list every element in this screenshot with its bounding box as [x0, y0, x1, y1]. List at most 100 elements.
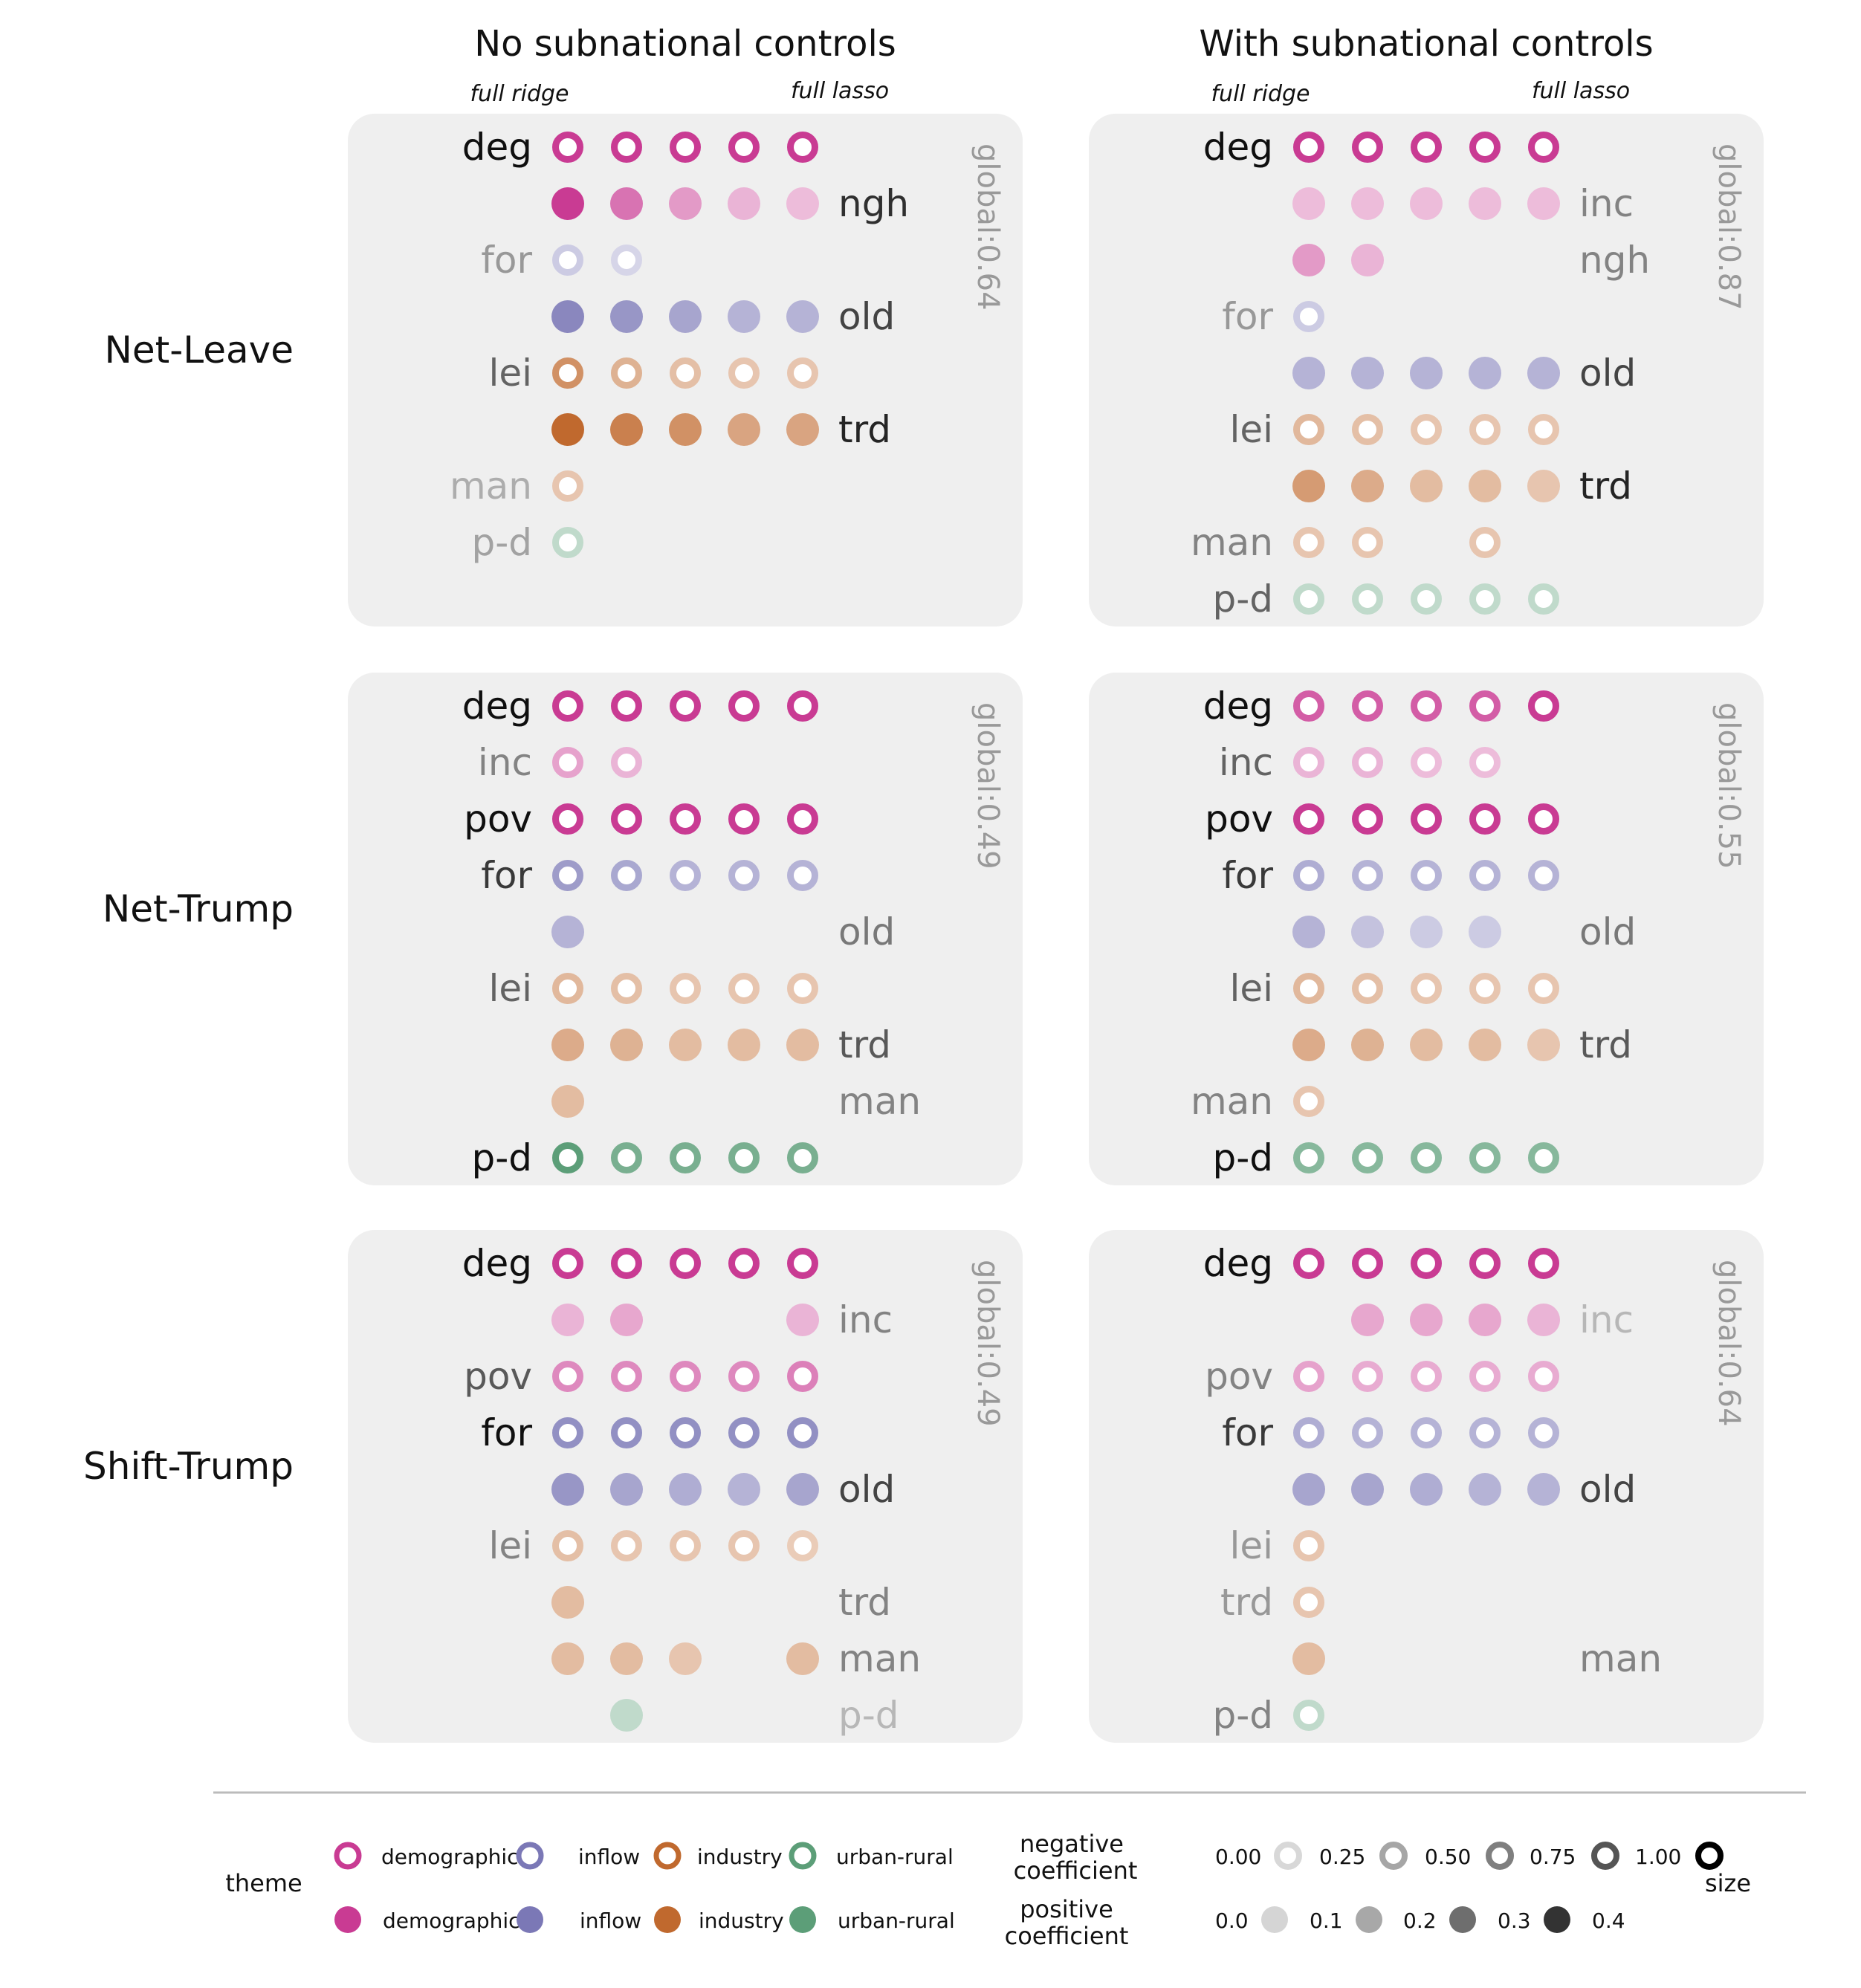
coefficient-ring	[1352, 1417, 1383, 1448]
legend-negative-tick: 0.50	[1425, 1845, 1471, 1869]
variable-label: deg	[1203, 126, 1273, 169]
coefficient-ring	[670, 1361, 701, 1392]
variable-label: man	[1191, 521, 1273, 564]
coefficient-ring	[670, 357, 701, 389]
coefficient-ring	[787, 690, 818, 722]
coefficient-dot	[551, 413, 584, 446]
coefficient-ring	[1469, 803, 1501, 835]
variable-label: for	[481, 239, 532, 282]
coefficient-ring	[611, 357, 642, 389]
coefficient-ring	[1411, 583, 1442, 615]
coefficient-dot	[669, 300, 702, 333]
variable-label: lei	[488, 352, 532, 395]
coefficient-ring	[1293, 860, 1324, 891]
coefficient-ring	[1293, 1700, 1324, 1731]
coefficient-ring	[728, 357, 760, 389]
coefficient-ring	[670, 803, 701, 835]
coefficient-dot	[1351, 1029, 1384, 1061]
coefficient-ring	[787, 1530, 818, 1561]
coefficient-dot	[728, 1473, 760, 1506]
coefficient-ring	[1528, 583, 1559, 615]
coefficient-ring	[1352, 803, 1383, 835]
coefficient-ring	[1528, 1361, 1559, 1392]
coefficient-dot	[1469, 916, 1501, 948]
legend-negative-tick: 0.75	[1530, 1845, 1576, 1869]
coefficient-ring	[1352, 1248, 1383, 1279]
variable-label: man	[1579, 1637, 1662, 1680]
coefficient-ring	[1469, 1361, 1501, 1392]
coefficient-ring	[670, 973, 701, 1004]
coefficient-dot	[1351, 244, 1384, 276]
coefficient-ring	[1411, 973, 1442, 1004]
coefficient-ring	[728, 1142, 760, 1173]
coefficient-ring	[611, 690, 642, 722]
variable-label: for	[1222, 1411, 1273, 1454]
row-title: Shift-Trump	[83, 1445, 294, 1488]
coefficient-ring	[1469, 1248, 1501, 1279]
coefficient-ring	[1352, 583, 1383, 615]
coefficient-dot	[1469, 357, 1501, 389]
coefficient-dot	[786, 1642, 819, 1675]
coefficient-ring	[552, 1248, 583, 1279]
coefficient-dot	[1469, 1304, 1501, 1336]
legend-negative-tick: 0.25	[1319, 1845, 1365, 1869]
coefficient-ring	[1469, 414, 1501, 445]
coefficient-ring	[1293, 414, 1324, 445]
variable-label: man	[838, 1080, 921, 1123]
coefficient-dot	[1292, 187, 1325, 220]
row-title: Net-Leave	[104, 328, 294, 372]
variable-label: inc	[478, 741, 532, 784]
coefficient-dot	[728, 1029, 760, 1061]
legend-positive-tick: 0.1	[1310, 1908, 1343, 1933]
coefficient-dot	[551, 187, 584, 220]
model-note-left: full ridge	[470, 81, 569, 107]
variable-label: old	[1579, 352, 1636, 395]
coefficient-ring	[787, 803, 818, 835]
coefficient-ring	[611, 803, 642, 835]
coefficient-dot	[551, 1473, 584, 1506]
coefficient-ring	[552, 470, 583, 502]
coefficient-dot	[1292, 916, 1325, 948]
variable-label: ngh	[838, 182, 909, 225]
coefficient-dot	[610, 1642, 643, 1675]
legend-dot-label: urban-rural	[838, 1908, 955, 1933]
coefficient-ring	[1352, 132, 1383, 163]
legend-positive-label: coefficient	[1005, 1922, 1129, 1950]
coefficient-ring	[1411, 860, 1442, 891]
column-title: With subnational controls	[1199, 23, 1653, 65]
coefficient-dot	[1292, 1473, 1325, 1506]
variable-label: for	[481, 854, 532, 897]
legend-negative-label: coefficient	[1014, 1856, 1138, 1885]
coefficient-dot	[728, 413, 760, 446]
model-note-right: full lasso	[1532, 78, 1630, 104]
coefficient-ring	[670, 1417, 701, 1448]
coefficient-dot	[1527, 187, 1560, 220]
variable-label: deg	[462, 126, 532, 169]
coefficient-ring	[1469, 583, 1501, 615]
variable-label: trd	[838, 1581, 891, 1624]
coefficient-dot	[610, 413, 643, 446]
coefficient-ring	[1352, 1361, 1383, 1392]
variable-label: lei	[1229, 967, 1273, 1010]
coefficient-dot	[786, 300, 819, 333]
coefficient-dot	[610, 1473, 643, 1506]
legend-positive-tick: 0.3	[1498, 1908, 1531, 1933]
variable-label: deg	[1203, 684, 1273, 728]
coefficient-dot	[669, 413, 702, 446]
coefficient-dot	[1527, 1029, 1560, 1061]
coefficient-dot	[1292, 470, 1325, 502]
global-score: global:0.49	[971, 1260, 1005, 1427]
coefficient-dot	[551, 916, 584, 948]
coefficient-dot	[610, 187, 643, 220]
coefficient-ring	[611, 1248, 642, 1279]
variable-label: for	[1222, 854, 1273, 897]
coefficient-ring	[552, 803, 583, 835]
coefficient-ring	[670, 1142, 701, 1173]
coefficient-dot	[786, 1304, 819, 1336]
coefficient-ring	[1293, 527, 1324, 558]
variable-label: deg	[462, 684, 532, 728]
variable-label: for	[481, 1411, 532, 1454]
coefficient-ring	[1411, 132, 1442, 163]
coefficient-ring	[1469, 1142, 1501, 1173]
